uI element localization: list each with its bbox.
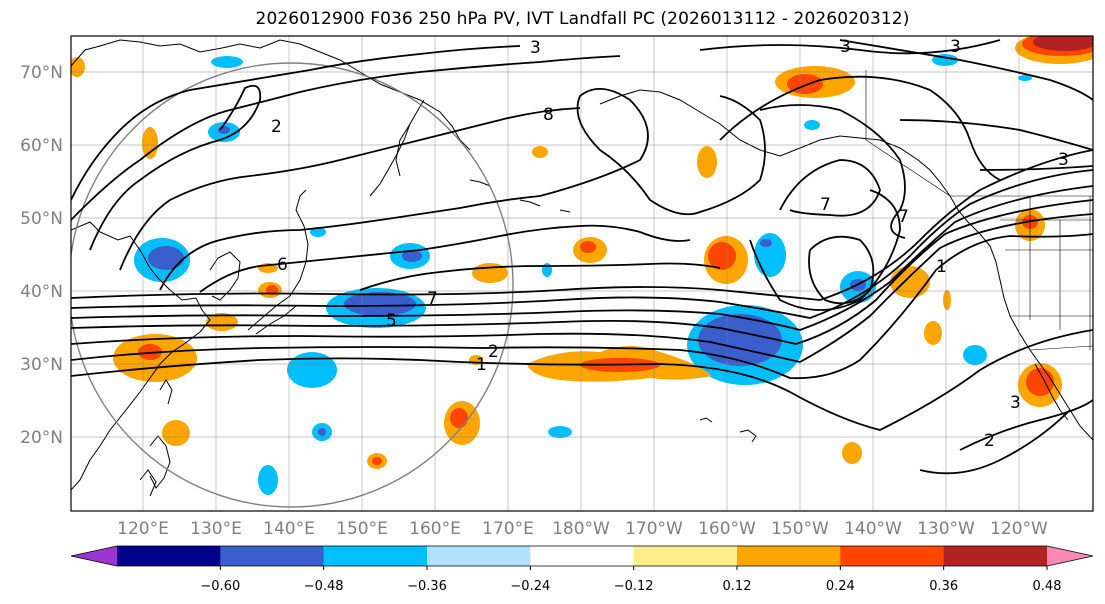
contour-label: 1: [476, 355, 487, 375]
positive-anomaly-5: [1018, 363, 1062, 407]
map-title: 2026012900 F036 250 hPa PV, IVT Landfall…: [255, 9, 910, 29]
lon-label: 120°W: [990, 519, 1048, 539]
colorbar-segment: [633, 546, 738, 566]
colorbar-segment: [737, 546, 841, 566]
colorbar-tick-label: −0.12: [614, 579, 654, 594]
contour-label: 2: [984, 431, 995, 451]
lon-label: 150°E: [336, 519, 388, 539]
colorbar-tick-label: −0.48: [304, 579, 344, 594]
lat-label-40n: 40°N: [20, 282, 63, 302]
lon-label: 130°E: [190, 519, 242, 539]
negative-anomaly-1: [134, 238, 190, 282]
pv-contours: [71, 39, 1093, 475]
colorbar-segment: [530, 546, 635, 566]
graticule: [71, 36, 1093, 511]
coastlines: [71, 39, 1093, 497]
lat-label-30n: 30°N: [20, 355, 63, 375]
lon-label: 180°W: [552, 519, 610, 539]
colorbar-tick-label: 0.48: [1033, 579, 1062, 594]
contour-label: 7: [427, 289, 438, 309]
negative-anomaly-3: [390, 243, 430, 269]
colorbar-tick-label: 0.12: [723, 579, 752, 594]
positive-anomaly-6: [1015, 36, 1093, 64]
latitude-labels: 70°N 60°N 50°N 40°N 30°N 20°N: [20, 63, 63, 448]
lat-label-60n: 60°N: [20, 136, 63, 156]
lat-label-50n: 50°N: [20, 209, 63, 229]
pv-anomaly-shading: [71, 36, 1093, 495]
longitude-labels: 120°E 130°E 140°E 150°E 160°E 170°E 180°…: [117, 519, 1048, 539]
political-borders: [865, 70, 1093, 351]
lon-label: 150°W: [771, 519, 829, 539]
lon-label: 170°W: [625, 519, 683, 539]
contour-label: 2: [271, 117, 282, 137]
contour-label: 3: [840, 37, 851, 57]
lon-label: 130°W: [917, 519, 975, 539]
colorbar-segment: [117, 546, 221, 566]
lat-label-70n: 70°N: [20, 63, 63, 83]
contour-label: 3: [1010, 393, 1021, 413]
colorbar-segment: [427, 546, 531, 566]
colorbar-tick-label: −0.60: [200, 579, 240, 594]
contour-label: 3: [530, 38, 541, 58]
contour-label: 3: [1058, 150, 1069, 170]
contour-label: 3: [950, 37, 961, 57]
colorbar-segment: [943, 546, 1048, 566]
map-frame: [70, 35, 1094, 512]
landfall-circle: [71, 62, 514, 508]
negative-anomaly-4: [287, 352, 337, 388]
contour-label: 2: [488, 342, 499, 362]
contour-label: 1: [936, 257, 947, 277]
contour-labels: 3 2 8 6 7 5 2 1 7 7 1 3 2 3 3 3: [271, 37, 1069, 451]
colorbar-segment: [840, 546, 945, 566]
contour-label: 8: [543, 105, 554, 125]
contour-label: 5: [386, 311, 397, 331]
lat-label-20n: 20°N: [20, 428, 63, 448]
lon-label: 120°E: [117, 519, 169, 539]
lon-label: 140°E: [263, 519, 315, 539]
colorbar-extend-low: [71, 546, 117, 566]
contour-label: 6: [277, 255, 288, 275]
negative-anomaly-6: [754, 233, 786, 277]
lon-label: 170°E: [482, 519, 534, 539]
lon-label: 160°E: [409, 519, 461, 539]
lon-label: 140°W: [844, 519, 902, 539]
colorbar-tick-label: 0.24: [826, 579, 855, 594]
colorbar-tick-label: 0.36: [929, 579, 958, 594]
colorbar-tick-label: −0.24: [510, 579, 550, 594]
colorbar-extend-high: [1047, 546, 1093, 566]
positive-anomaly-3: [704, 236, 748, 284]
colorbar: −0.60 −0.48 −0.36 −0.24 −0.12 0.12 0.24 0.36 0.4…: [70, 545, 1094, 594]
colorbar-tick-label: −0.36: [407, 579, 447, 594]
colorbar-segment: [323, 546, 428, 566]
lon-label: 160°W: [698, 519, 756, 539]
contour-label: 7: [820, 195, 831, 215]
colorbar-segment: [220, 546, 325, 566]
contour-label: 7: [898, 207, 909, 227]
